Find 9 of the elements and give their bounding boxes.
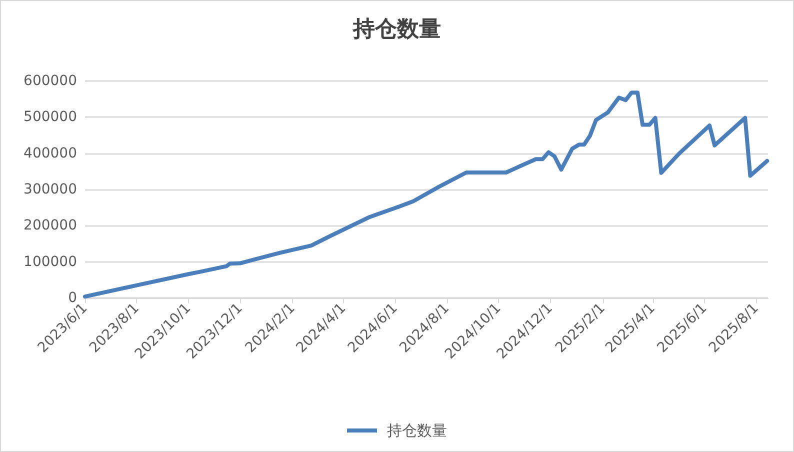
y-tick-label: 200000 [24,218,77,234]
y-tick-label: 0 [68,290,77,306]
y-tick-label: 300000 [24,182,77,198]
y-tick-label: 600000 [24,73,77,89]
chart-title: 持仓数量 [352,16,441,42]
y-tick-label: 500000 [24,109,77,126]
legend-label: 持仓数量 [387,422,447,440]
y-tick-label: 100000 [24,254,77,270]
y-tick-label: 400000 [24,145,77,162]
